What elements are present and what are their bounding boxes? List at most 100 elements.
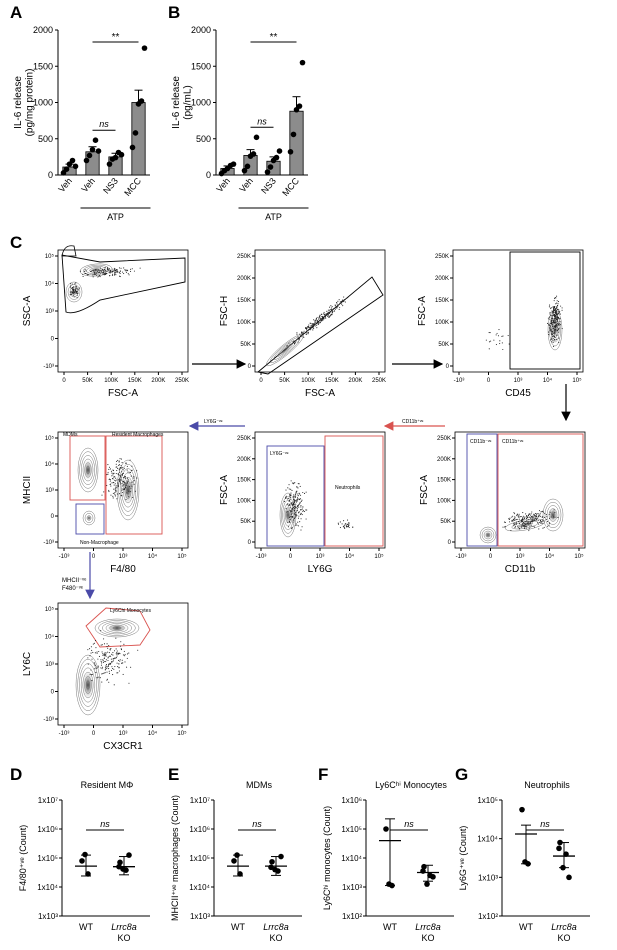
event-dot: [94, 652, 96, 654]
plot-frame: [57, 431, 189, 549]
event-dot: [327, 309, 329, 311]
y-tick-label: 0: [206, 170, 211, 180]
category-label: MCC: [280, 175, 301, 198]
event-dot: [110, 647, 112, 650]
event-dot: [307, 329, 309, 331]
event-dot: [125, 271, 127, 273]
event-dot: [548, 524, 550, 526]
event-dot: [553, 332, 555, 334]
density-core: [107, 623, 127, 633]
event-dot: [287, 511, 289, 513]
y-tick-label: 200K: [435, 276, 449, 282]
event-dot: [298, 503, 300, 505]
event-dot: [551, 333, 553, 335]
event-dot: [551, 338, 553, 340]
data-point: [299, 59, 306, 66]
y-tick-label: 250K: [437, 436, 451, 442]
gate-rect-red: [324, 435, 384, 547]
event-dot: [110, 494, 112, 496]
event-dot: [542, 515, 544, 517]
event-dot: [111, 653, 113, 655]
event-dot: [113, 269, 116, 271]
event-dot: [297, 517, 299, 519]
event-dot: [124, 482, 126, 484]
panel-label-g: G: [455, 765, 468, 784]
event-dot: [537, 513, 539, 515]
event-dot: [115, 657, 118, 659]
event-dot: [552, 311, 554, 313]
event-dot: [551, 341, 553, 343]
event-dot: [290, 480, 292, 482]
category-label: Lrrc8a: [415, 922, 441, 932]
event-dot: [72, 295, 74, 297]
event-dot: [118, 469, 120, 471]
event-dot: [120, 458, 122, 460]
data-point: [267, 164, 274, 170]
event-dot: [298, 498, 300, 500]
event-dot: [306, 333, 308, 335]
event-dot: [96, 677, 98, 679]
data-point: [141, 45, 148, 51]
event-dot: [94, 269, 96, 271]
category-label: NS3: [259, 176, 278, 196]
event-dot: [103, 274, 105, 276]
significance-label: ns: [100, 819, 110, 829]
event-dot: [104, 661, 106, 663]
event-dot: [555, 313, 557, 315]
event-dot: [70, 285, 72, 287]
event-dot: [530, 520, 533, 522]
event-dot: [98, 650, 100, 653]
event-dot: [306, 327, 308, 329]
event-dot: [530, 525, 532, 527]
event-dot: [300, 513, 302, 515]
event-dot: [92, 274, 94, 276]
event-dot: [115, 480, 117, 482]
event-dot: [82, 275, 84, 278]
event-dot: [295, 507, 297, 509]
event-dot: [293, 504, 295, 506]
event-dot: [122, 472, 124, 475]
event-dot: [114, 483, 116, 485]
category-label: Lrrc8a: [551, 922, 577, 932]
y-tick-label: 1x10³: [190, 912, 210, 921]
event-dot: [108, 670, 110, 672]
event-dot: [319, 314, 321, 316]
event-dot: [92, 270, 95, 272]
event-dot: [116, 490, 118, 492]
event-dot: [292, 506, 295, 508]
event-dot: [112, 658, 114, 660]
event-dot: [104, 653, 106, 656]
event-dot: [108, 275, 111, 277]
event-dot: [346, 523, 348, 525]
significance-label: ns: [404, 819, 414, 829]
event-dot: [322, 319, 324, 321]
x-tick-label: 0: [259, 378, 263, 384]
event-dot: [550, 339, 552, 341]
event-dot: [559, 310, 561, 312]
event-dot: [525, 513, 527, 515]
event-dot: [285, 508, 287, 510]
density-contour: [98, 620, 136, 636]
event-dot: [549, 325, 551, 327]
event-dot: [312, 329, 314, 331]
gate-rect-red: [497, 433, 584, 547]
event-dot: [120, 467, 122, 469]
event-dot: [101, 272, 103, 274]
density-contour: [79, 451, 97, 489]
event-dot: [515, 519, 517, 521]
data-point: [519, 806, 525, 813]
event-dot: [559, 318, 561, 320]
event-dot: [554, 316, 557, 318]
y-tick-label: 2000: [191, 25, 211, 35]
event-dot: [103, 655, 105, 657]
event-dot: [342, 305, 344, 307]
event-dot: [297, 336, 299, 338]
significance-label: ns: [252, 819, 262, 829]
event-dot: [114, 488, 116, 490]
y-axis-label: SSC-A: [22, 295, 33, 326]
event-dot: [99, 267, 102, 269]
flow-panel: 0 50K 100K 150K 200K 250K 10⁵ 10⁴ 10³ 0 -10³ FSC-A S…: [22, 245, 189, 399]
event-dot: [554, 327, 556, 329]
event-dot: [119, 270, 121, 272]
